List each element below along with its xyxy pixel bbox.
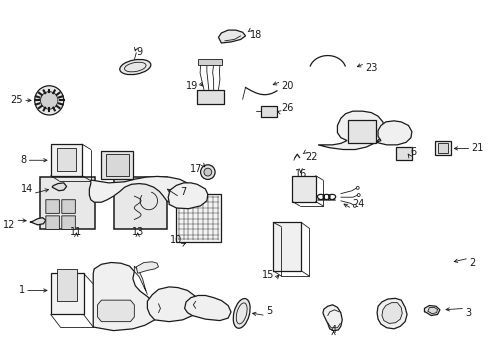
Bar	[176, 194, 221, 242]
Text: 11: 11	[70, 227, 82, 237]
Bar	[106, 154, 128, 176]
Text: 9: 9	[136, 46, 142, 57]
FancyBboxPatch shape	[61, 216, 75, 229]
Text: 7: 7	[180, 187, 185, 197]
Bar	[197, 90, 224, 104]
Text: 15: 15	[262, 270, 274, 280]
Text: 24: 24	[351, 199, 364, 209]
Polygon shape	[424, 306, 439, 316]
Text: 14: 14	[20, 184, 33, 194]
Text: 17: 17	[189, 164, 202, 174]
Polygon shape	[93, 262, 158, 330]
Text: 1: 1	[19, 285, 25, 296]
Bar	[347, 120, 375, 143]
Polygon shape	[427, 307, 437, 314]
Bar	[198, 59, 222, 65]
Bar	[292, 176, 315, 202]
Text: 21: 21	[470, 143, 483, 153]
Bar	[40, 177, 95, 229]
Bar	[51, 273, 83, 315]
Bar	[396, 147, 411, 159]
Text: 18: 18	[250, 30, 262, 40]
FancyBboxPatch shape	[46, 200, 59, 213]
Polygon shape	[218, 30, 245, 43]
Bar	[273, 222, 301, 271]
Circle shape	[203, 168, 211, 176]
Text: 6: 6	[409, 147, 415, 157]
Text: 19: 19	[185, 81, 198, 91]
Text: 23: 23	[364, 63, 377, 73]
Bar	[434, 141, 449, 155]
Bar	[51, 144, 82, 176]
Polygon shape	[134, 266, 147, 295]
Polygon shape	[147, 287, 199, 321]
Text: 2: 2	[468, 258, 474, 268]
Text: 22: 22	[305, 152, 317, 162]
Polygon shape	[381, 303, 402, 323]
Polygon shape	[376, 298, 406, 329]
FancyBboxPatch shape	[46, 216, 59, 229]
Circle shape	[200, 165, 215, 179]
Text: 12: 12	[3, 220, 15, 230]
Text: 25: 25	[11, 95, 23, 105]
Ellipse shape	[120, 59, 150, 75]
Bar	[101, 150, 133, 179]
Text: 16: 16	[294, 169, 306, 179]
Bar	[57, 269, 77, 301]
Text: 13: 13	[131, 227, 143, 237]
Polygon shape	[322, 305, 342, 330]
Polygon shape	[317, 111, 384, 149]
Bar	[261, 107, 276, 117]
FancyBboxPatch shape	[61, 200, 75, 213]
Circle shape	[356, 186, 359, 189]
Polygon shape	[52, 183, 66, 191]
Circle shape	[357, 194, 360, 197]
Text: 4: 4	[330, 325, 336, 335]
Polygon shape	[375, 121, 411, 145]
Circle shape	[353, 204, 356, 207]
Circle shape	[41, 92, 58, 109]
Text: 10: 10	[170, 235, 183, 244]
Bar	[57, 148, 76, 171]
Text: 3: 3	[464, 309, 470, 318]
Polygon shape	[30, 218, 46, 225]
Text: 8: 8	[20, 155, 26, 165]
Ellipse shape	[233, 298, 249, 328]
Polygon shape	[89, 176, 197, 206]
Text: 26: 26	[281, 103, 293, 113]
Polygon shape	[136, 262, 158, 273]
Circle shape	[35, 86, 63, 115]
Bar	[113, 177, 166, 229]
Polygon shape	[98, 300, 134, 321]
Polygon shape	[184, 296, 230, 320]
Bar	[437, 143, 447, 153]
Polygon shape	[168, 183, 207, 209]
Text: 20: 20	[281, 81, 293, 91]
Text: 5: 5	[265, 306, 271, 316]
